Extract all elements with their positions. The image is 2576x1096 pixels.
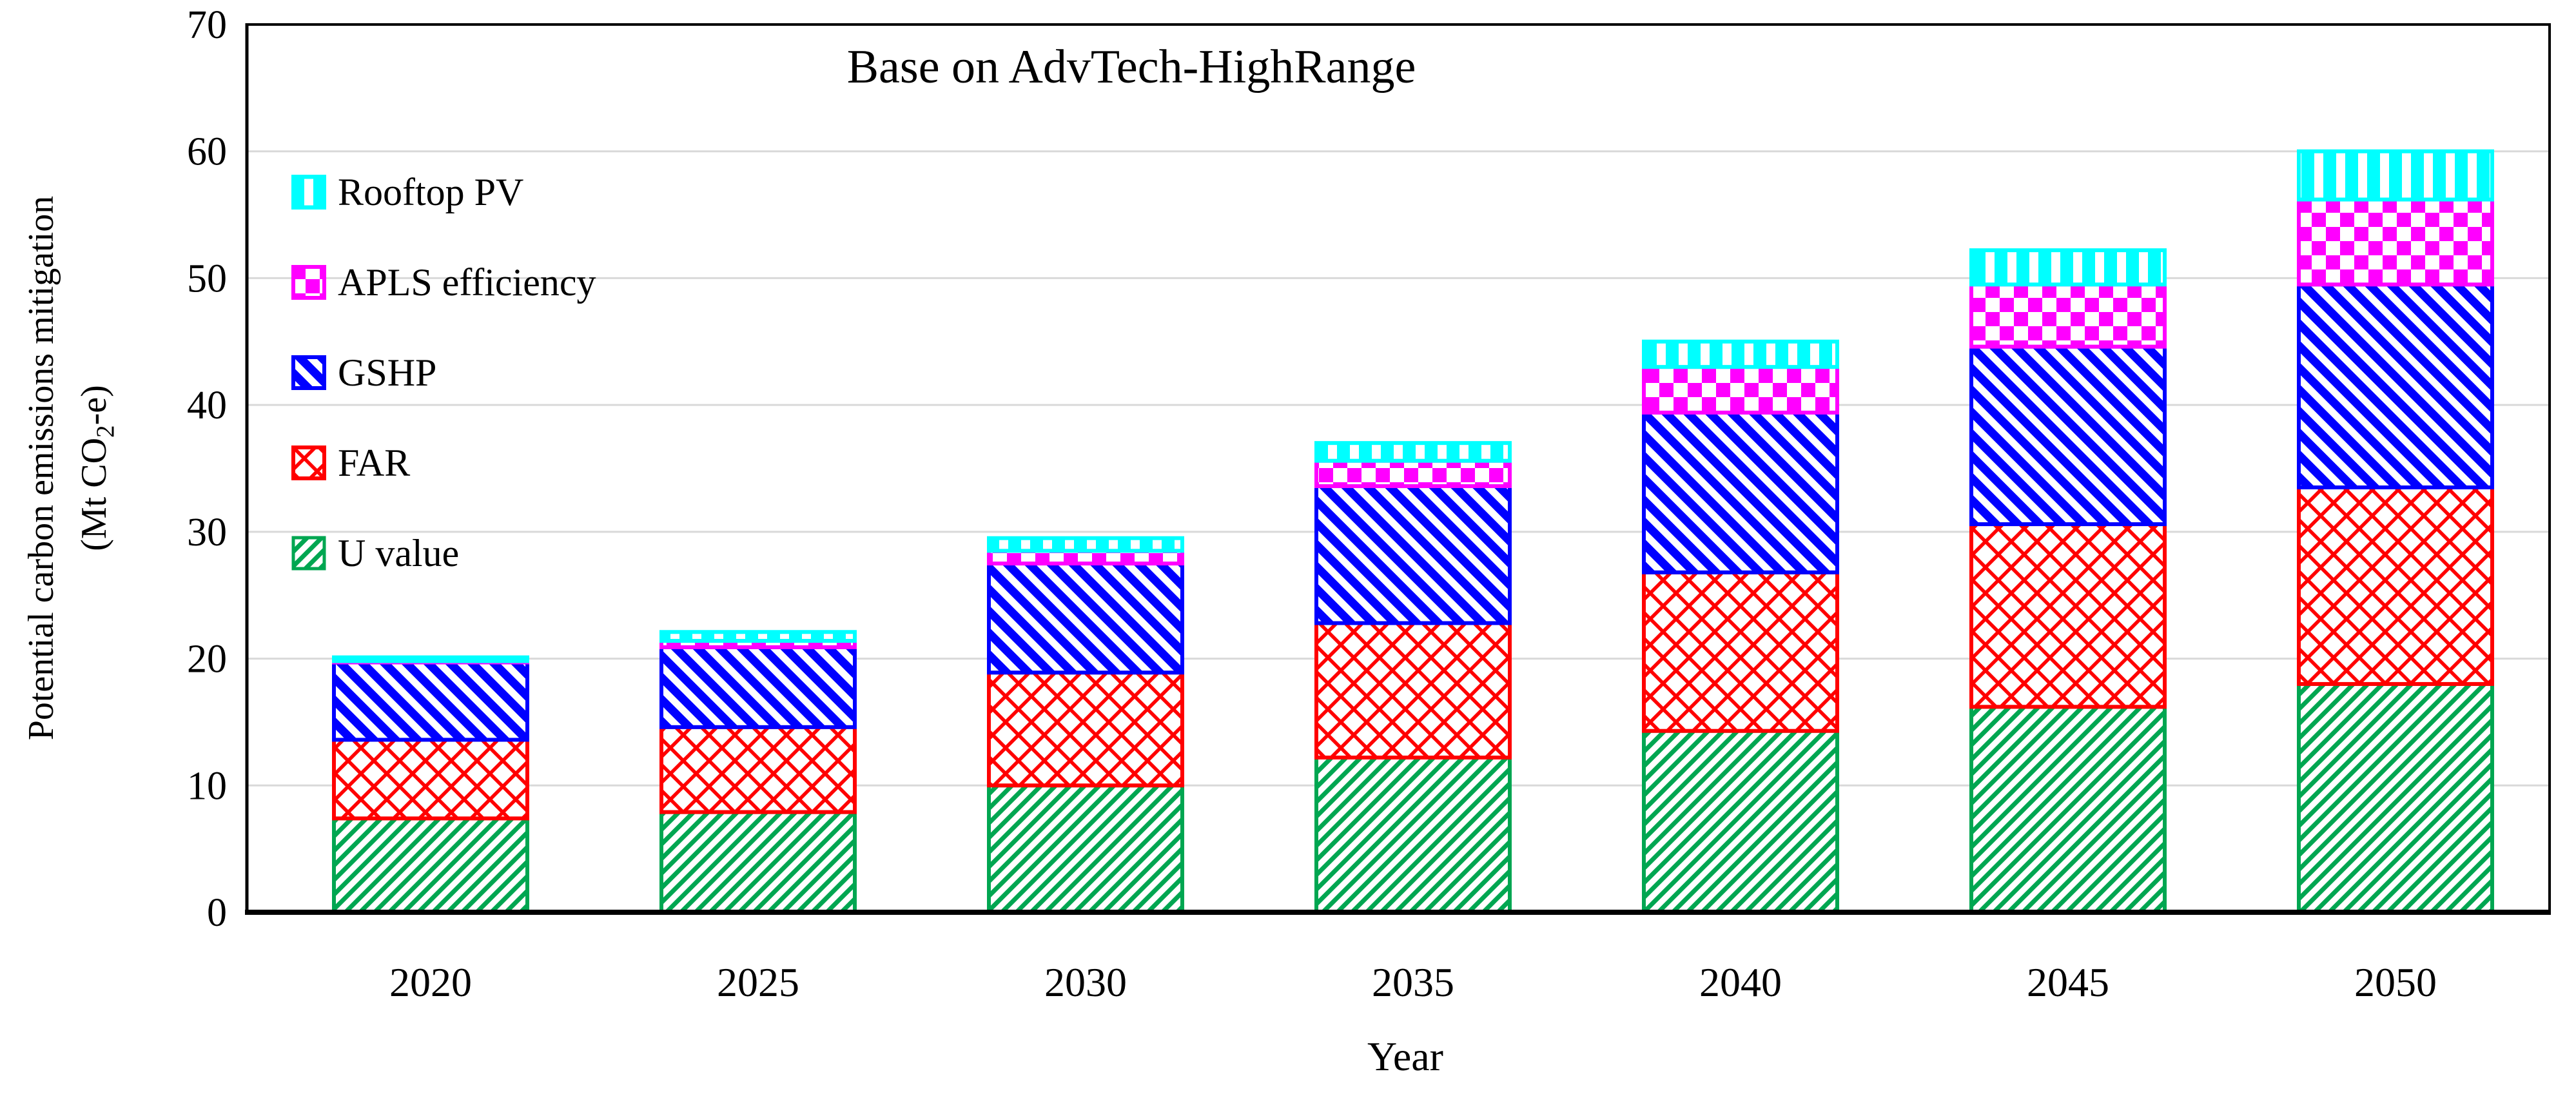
bar-segment-2050-gshp[interactable] [2297, 282, 2494, 490]
bar-segment-2040-rooftop-pv[interactable] [1642, 339, 1839, 369]
y-axis-unit-prefix: (Mt CO [73, 437, 114, 551]
x-tick-label-2045: 2045 [2027, 959, 2109, 1005]
u-value-swatch-icon [291, 536, 326, 571]
legend-label: Rooftop PV [338, 170, 524, 213]
legend-item-apls-efficiency: APLS efficiency [291, 237, 596, 328]
bar-segment-2025-u-value[interactable] [659, 810, 857, 914]
x-tick-label-2050: 2050 [2354, 959, 2437, 1005]
y-tick-label-30: 30 [187, 511, 227, 554]
legend-label: FAR [338, 441, 411, 484]
y-tick-label-70: 70 [187, 3, 227, 47]
apls-efficiency-swatch-icon [291, 265, 326, 300]
legend-item-rooftop-pv: Rooftop PV [291, 147, 596, 237]
legend-label: GSHP [338, 351, 437, 394]
bar-segment-2030-rooftop-pv[interactable] [987, 536, 1184, 553]
chart-title: Base on AdvTech-HighRange [846, 41, 1416, 93]
bar-segment-2045-rooftop-pv[interactable] [1969, 248, 2167, 287]
legend-label: U value [338, 531, 460, 574]
bar-segment-2020-u-value[interactable] [332, 816, 529, 914]
bar-segment-2045-apls-efficiency[interactable] [1969, 282, 2167, 349]
bar-segment-2030-far[interactable] [987, 670, 1184, 788]
legend: Rooftop PV APLS efficiency GSHP FAR U va… [291, 147, 596, 598]
bar-segment-2020-rooftop-pv[interactable] [332, 655, 529, 663]
rooftop-pv-swatch-icon [291, 175, 326, 210]
gshp-swatch-icon [291, 355, 326, 390]
y-tick-label-0: 0 [207, 891, 227, 935]
bar-segment-2040-gshp[interactable] [1642, 410, 1839, 574]
bar-segment-2020-far[interactable] [332, 738, 529, 821]
y-tick-label-50: 50 [187, 257, 227, 300]
bar-segment-2050-apls-efficiency[interactable] [2297, 197, 2494, 287]
y-tick-label-60: 60 [187, 130, 227, 174]
bar-segment-2025-gshp[interactable] [659, 645, 857, 729]
bar-segment-2045-u-value[interactable] [1969, 705, 2167, 915]
legend-item-gshp: GSHP [291, 328, 596, 418]
y-axis-title-line1: Potential carbon emissions mitigation [21, 195, 61, 741]
bar-segment-2040-apls-efficiency[interactable] [1642, 365, 1839, 415]
bar-segment-2030-gshp[interactable] [987, 562, 1184, 675]
bar-segment-2035-rooftop-pv[interactable] [1314, 441, 1512, 463]
bar-segment-2030-u-value[interactable] [987, 783, 1184, 915]
bar-segment-2025-rooftop-pv[interactable] [659, 630, 857, 643]
bar-segment-2035-far[interactable] [1314, 621, 1512, 760]
bar-segment-2040-far[interactable] [1642, 570, 1839, 733]
bar-segment-2050-rooftop-pv[interactable] [2297, 149, 2494, 202]
bar-segment-2035-gshp[interactable] [1314, 484, 1512, 625]
bar-segment-2045-far[interactable] [1969, 522, 2167, 709]
bar-segment-2020-gshp[interactable] [332, 660, 529, 742]
y-axis-unit-subscript: 2 [92, 425, 120, 438]
bar-segment-2040-u-value[interactable] [1642, 729, 1839, 915]
bar-segment-2050-u-value[interactable] [2297, 681, 2494, 915]
y-tick-label-40: 40 [187, 384, 227, 427]
x-tick-label-2030: 2030 [1044, 959, 1127, 1005]
x-tick-label-2020: 2020 [389, 959, 472, 1005]
bar-segment-2045-gshp[interactable] [1969, 344, 2167, 527]
y-axis-title-line2: (Mt CO2-e) [73, 385, 120, 551]
bar-segment-2025-far[interactable] [659, 725, 857, 814]
legend-label: APLS efficiency [338, 260, 596, 304]
bar-segment-2050-far[interactable] [2297, 485, 2494, 686]
x-tick-label-2035: 2035 [1372, 959, 1454, 1005]
y-tick-label-20: 20 [187, 638, 227, 681]
x-axis-title: Year [1367, 1033, 1443, 1079]
x-tick-label-2025: 2025 [717, 959, 799, 1005]
y-tick-label-10: 10 [187, 764, 227, 808]
far-swatch-icon [291, 445, 326, 480]
y-axis-unit-suffix: -e) [73, 385, 114, 426]
legend-item-u-value: U value [291, 508, 596, 598]
bar-segment-2035-u-value[interactable] [1314, 756, 1512, 914]
x-tick-label-2040: 2040 [1699, 959, 1782, 1005]
bar-segment-2035-apls-efficiency[interactable] [1314, 458, 1512, 489]
legend-item-far: FAR [291, 418, 596, 508]
